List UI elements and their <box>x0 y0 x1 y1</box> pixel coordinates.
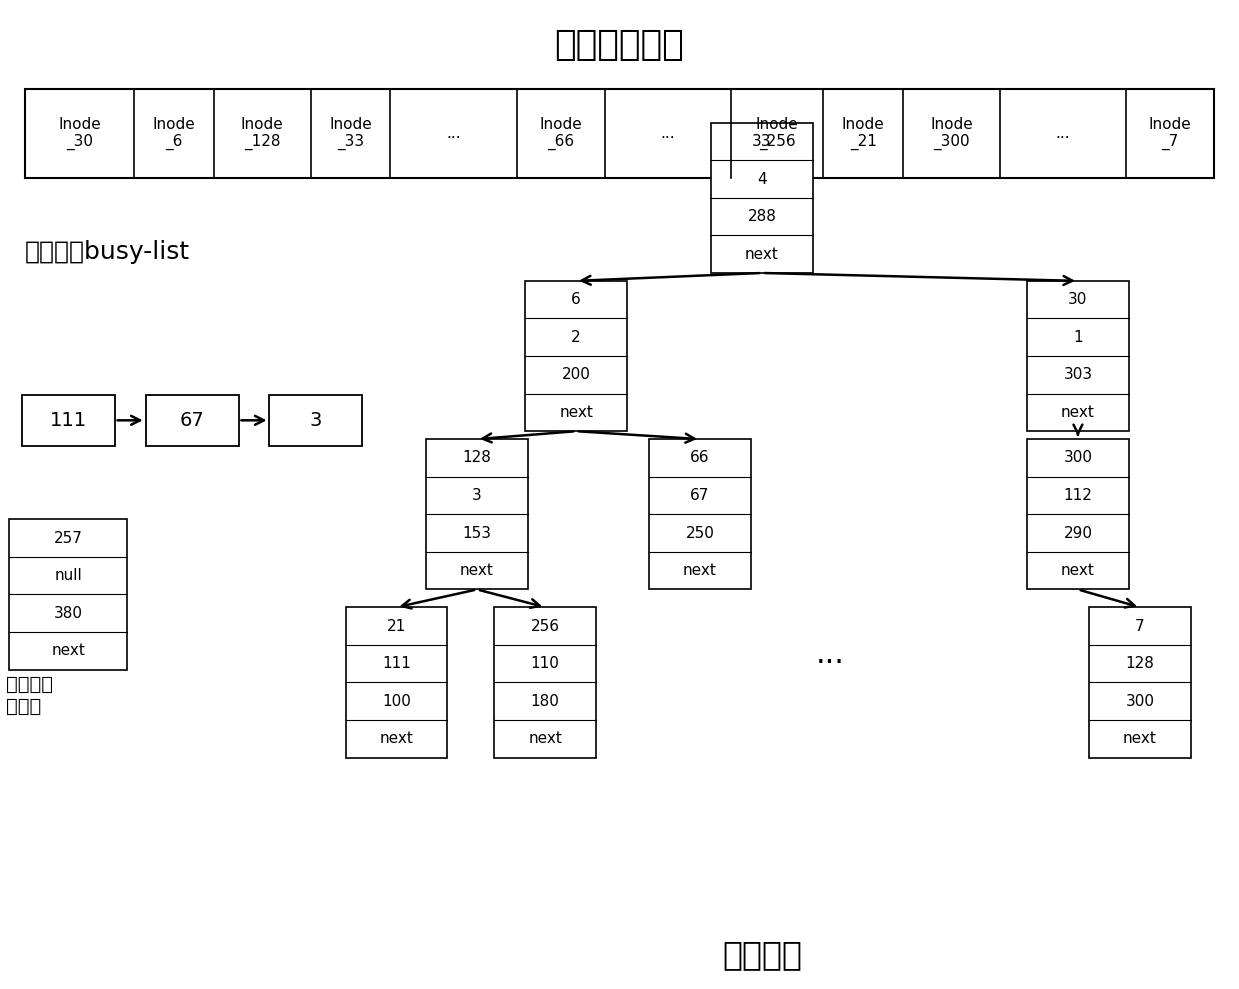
Text: ...: ... <box>815 640 845 670</box>
Text: 2: 2 <box>571 329 581 345</box>
Text: 303: 303 <box>1063 367 1093 383</box>
Text: 300: 300 <box>1125 693 1155 709</box>
Text: 100: 100 <box>382 693 411 709</box>
Text: 6: 6 <box>571 292 581 308</box>
Text: 380: 380 <box>53 605 83 621</box>
Text: ...: ... <box>660 126 675 141</box>
Text: 110: 110 <box>530 656 560 672</box>
Text: 112: 112 <box>1063 488 1093 503</box>
Bar <box>494 607 596 758</box>
Text: 300: 300 <box>1063 450 1093 466</box>
Text: 3: 3 <box>472 488 482 503</box>
Text: Inode
_6: Inode _6 <box>152 117 196 150</box>
Text: 111: 111 <box>382 656 411 672</box>
Text: ...: ... <box>1056 126 1070 141</box>
Text: 7: 7 <box>1135 618 1145 634</box>
Text: 257: 257 <box>53 530 83 546</box>
Text: next: next <box>683 563 717 579</box>
Bar <box>711 123 813 273</box>
Text: next: next <box>1061 405 1095 420</box>
Text: Inode
_33: Inode _33 <box>330 117 372 150</box>
Text: 128: 128 <box>1125 656 1155 672</box>
Text: Inode
_300: Inode _300 <box>930 117 973 150</box>
Bar <box>22 395 114 446</box>
Text: 180: 180 <box>530 693 560 709</box>
Bar <box>145 395 238 446</box>
Text: 290: 290 <box>1063 525 1093 541</box>
Bar <box>525 281 627 431</box>
Text: 67: 67 <box>690 488 710 503</box>
Text: Inode
_30: Inode _30 <box>58 117 100 150</box>
Text: Inode
_128: Inode _128 <box>240 117 284 150</box>
Text: next: next <box>460 563 494 579</box>
Text: next: next <box>559 405 593 420</box>
Bar <box>426 439 528 589</box>
Text: 30: 30 <box>1068 292 1088 308</box>
Text: 4: 4 <box>757 171 767 187</box>
Text: 21: 21 <box>387 618 406 634</box>
Text: next: next <box>379 731 414 747</box>
Text: Inode
_21: Inode _21 <box>841 117 885 150</box>
Text: next: next <box>1123 731 1157 747</box>
Text: 66: 66 <box>690 450 710 466</box>
Text: next: next <box>528 731 563 747</box>
Text: 288: 288 <box>747 209 777 225</box>
Text: 繁忙链表busy-list: 繁忙链表busy-list <box>25 240 190 264</box>
Text: 128: 128 <box>462 450 492 466</box>
Text: 67: 67 <box>180 410 204 430</box>
Text: null: null <box>55 568 82 584</box>
Text: 256: 256 <box>530 618 560 634</box>
Text: 1: 1 <box>1073 329 1083 345</box>
Text: ...: ... <box>446 126 461 141</box>
Text: next: next <box>745 246 779 262</box>
Text: next: next <box>51 643 85 659</box>
Bar <box>1027 281 1129 431</box>
Text: Inode
_66: Inode _66 <box>539 117 582 150</box>
Bar <box>649 439 751 589</box>
Text: 111: 111 <box>50 410 87 430</box>
Text: 200: 200 <box>561 367 591 383</box>
Bar <box>10 519 126 670</box>
Bar <box>1027 439 1129 589</box>
Text: next: next <box>1061 563 1095 579</box>
Text: Inode
_7: Inode _7 <box>1149 117 1192 150</box>
Bar <box>1089 607 1191 758</box>
Text: 250: 250 <box>685 525 715 541</box>
Text: 153: 153 <box>462 525 492 541</box>
Text: 要备份的
元数据: 要备份的 元数据 <box>6 674 53 715</box>
Text: 33: 33 <box>752 134 772 149</box>
Text: 替换之前: 替换之前 <box>722 938 802 971</box>
Text: 3: 3 <box>310 410 322 430</box>
Bar <box>270 395 362 446</box>
Bar <box>25 89 1214 178</box>
Text: Inode
_256: Inode _256 <box>756 117 798 150</box>
Text: 动态备份数组: 动态备份数组 <box>555 28 684 61</box>
Bar <box>346 607 447 758</box>
